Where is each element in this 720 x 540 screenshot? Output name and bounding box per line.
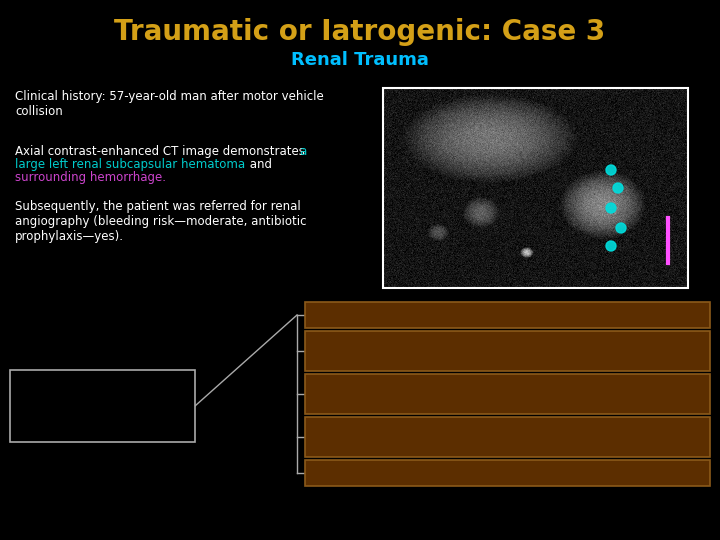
Circle shape: [613, 183, 623, 193]
Text: Grade V: Shattered kidney or avulsion of the renal hilum: Grade V: Shattered kidney or avulsion of…: [310, 468, 585, 478]
Text: surrounding hemorrhage.: surrounding hemorrhage.: [15, 171, 166, 184]
Text: and: and: [246, 158, 272, 171]
Text: Clinical history: 57-year-old man after motor vehicle
collision: Clinical history: 57-year-old man after …: [15, 90, 324, 118]
FancyBboxPatch shape: [305, 460, 710, 486]
Text: large left renal subcapsular hematoma: large left renal subcapsular hematoma: [15, 158, 245, 171]
Text: Traumatic or Iatrogenic: Case 3: Traumatic or Iatrogenic: Case 3: [114, 18, 606, 46]
Text: Axial contrast-enhanced CT image demonstrates: Axial contrast-enhanced CT image demonst…: [15, 145, 309, 158]
Circle shape: [606, 203, 616, 213]
Text: American Association for
the Surgery of Trauma renal
trauma grading: American Association for the Surgery of …: [24, 389, 181, 423]
Text: Grade I: Contusion or nonenlarging subcapsular hematoma, but no laceration: Grade I: Contusion or nonenlarging subca…: [310, 310, 690, 320]
FancyBboxPatch shape: [305, 331, 710, 371]
FancyBboxPatch shape: [305, 417, 710, 457]
Text: Grade III: Laceration greater than 1 cm, without extension into the renal pelvis: Grade III: Laceration greater than 1 cm,…: [310, 383, 696, 405]
Text: Subsequently, the patient was referred for renal
angiography (bleeding risk—mode: Subsequently, the patient was referred f…: [15, 200, 307, 243]
FancyBboxPatch shape: [305, 302, 710, 328]
Circle shape: [606, 165, 616, 175]
Text: Grade II: Superficial laceration less than 1 cm in depth and does not involve
th: Grade II: Superficial laceration less th…: [310, 340, 683, 362]
Text: Grade IV: Laceration extends to renal pelvis or urinary extravasation or injury
: Grade IV: Laceration extends to renal pe…: [310, 426, 689, 448]
FancyBboxPatch shape: [10, 370, 195, 442]
Bar: [383, 88, 688, 288]
Text: Renal Trauma: Renal Trauma: [291, 51, 429, 69]
Circle shape: [606, 241, 616, 251]
Circle shape: [616, 223, 626, 233]
Text: a: a: [299, 145, 306, 158]
FancyBboxPatch shape: [305, 374, 710, 414]
